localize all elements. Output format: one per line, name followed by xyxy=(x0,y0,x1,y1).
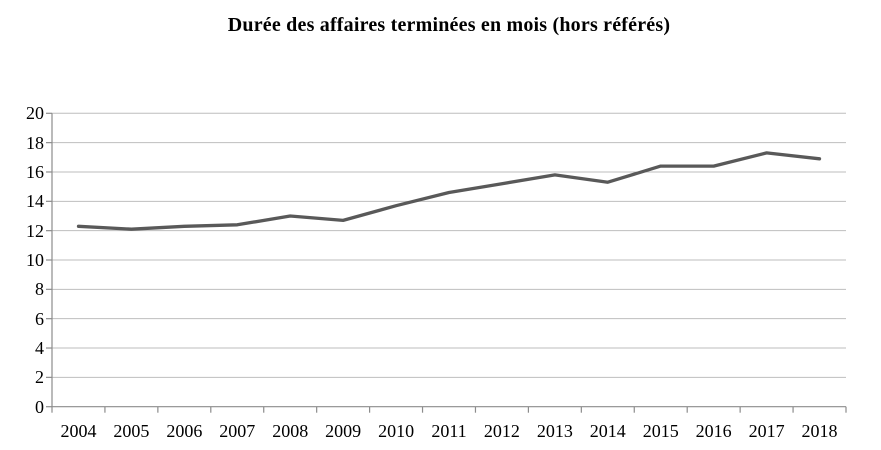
x-tick-label: 2012 xyxy=(483,421,520,441)
x-tick-label: 2013 xyxy=(536,421,573,441)
x-tick-label: 2007 xyxy=(219,421,256,441)
y-tick-label: 10 xyxy=(26,250,44,270)
x-tick-label: 2017 xyxy=(748,421,785,441)
x-tick-label: 2005 xyxy=(113,421,150,441)
y-tick-label: 12 xyxy=(26,220,44,241)
x-tick-label: 2015 xyxy=(642,421,679,441)
x-tick-label: 2018 xyxy=(801,421,838,441)
y-tick-label: 0 xyxy=(35,396,44,417)
x-tick-label: 2016 xyxy=(695,421,732,441)
y-tick-label: 4 xyxy=(35,338,44,359)
y-tick-label: 18 xyxy=(26,132,44,153)
y-tick-label: 14 xyxy=(26,191,44,212)
y-tick-label: 16 xyxy=(26,161,44,182)
x-tick-label: 2014 xyxy=(589,421,626,441)
x-tick-label: 2011 xyxy=(431,421,467,441)
data-series-line xyxy=(76,151,822,231)
y-tick-label: 20 xyxy=(26,103,44,124)
x-tick-label: 2010 xyxy=(378,421,415,441)
x-tick-label: 2009 xyxy=(325,421,362,441)
x-tick-label: 2008 xyxy=(272,421,309,441)
chart-title: Durée des affaires terminées en mois (ho… xyxy=(227,14,671,36)
y-tick-label: 2 xyxy=(35,367,44,388)
y-tick-label: 8 xyxy=(35,279,44,300)
y-tick-label: 6 xyxy=(35,308,44,329)
x-tick-label: 2006 xyxy=(166,421,203,441)
x-tick-label: 2004 xyxy=(60,421,97,441)
